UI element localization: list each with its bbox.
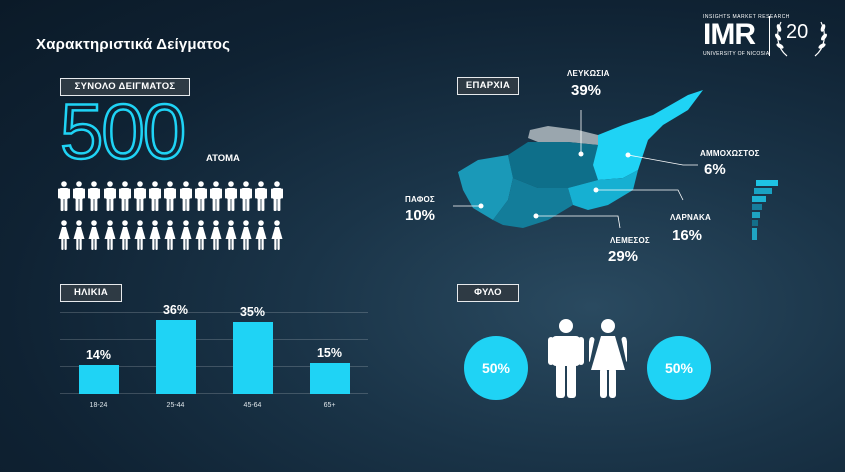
female-person-icon xyxy=(195,220,207,250)
female-person-icon xyxy=(134,220,146,250)
logo-anniversary: 20 xyxy=(786,21,809,43)
female-person-icon xyxy=(104,220,116,250)
district-value-limassol: 29% xyxy=(608,248,639,265)
district-name-famagusta: ΑΜΜΟΧΩΣΤΟΣ xyxy=(700,149,760,158)
male-person-icon xyxy=(103,181,116,211)
male-figure-icon xyxy=(548,319,584,398)
district-value-pafos: 10% xyxy=(405,207,436,224)
male-person-icon xyxy=(88,181,101,211)
male-person-icon xyxy=(225,181,238,211)
male-person-icon xyxy=(118,181,131,211)
male-percent-circle: 50% xyxy=(464,336,528,400)
male-person-icon xyxy=(255,181,268,211)
district-name-pafos: ΠΑΦΟΣ xyxy=(405,195,435,204)
age-bar-value-label: 35% xyxy=(239,305,266,320)
region-label: ΕΠΑΡΧΙΑ xyxy=(457,77,519,95)
gender-label: ΦΥΛΟ xyxy=(457,284,519,302)
age-bar-45-64 xyxy=(232,322,273,394)
age-category-label: 45-64 xyxy=(243,402,262,409)
male-person-icon xyxy=(194,181,207,211)
decorative-bars-icon xyxy=(752,180,778,240)
male-person-icon xyxy=(164,181,177,211)
age-label: ΗΛΙΚΙΑ xyxy=(60,284,122,302)
female-person-icon xyxy=(164,220,176,250)
female-person-icon xyxy=(88,220,100,250)
male-person-icon xyxy=(73,181,86,211)
male-icons-row xyxy=(58,181,283,211)
female-person-icon xyxy=(149,220,161,250)
age-category-label: 65+ xyxy=(323,402,336,409)
male-person-icon xyxy=(240,181,253,211)
age-category-label: 18-24 xyxy=(89,402,108,409)
sample-value: 500 xyxy=(59,87,188,175)
age-category-label: 25-44 xyxy=(166,402,185,409)
logo-subtext: UNIVERSITY OF NICOSIA xyxy=(703,51,770,57)
district-value-nicosia: 39% xyxy=(571,82,602,99)
gridline xyxy=(60,393,368,394)
female-person-icon xyxy=(58,220,70,250)
sample-unit: ΑΤΟΜΑ xyxy=(206,153,240,164)
age-bar-value-label: 14% xyxy=(85,348,112,363)
map-region-nicosia xyxy=(508,142,598,188)
map-region-famagusta xyxy=(593,90,703,180)
female-person-icon xyxy=(180,220,191,250)
laurel-icon xyxy=(775,21,827,57)
logo-tagline: INSIGHTS MARKET RESEARCH xyxy=(703,14,790,20)
male-person-icon xyxy=(133,181,146,211)
male-person-icon xyxy=(179,181,192,211)
male-person-icon xyxy=(149,181,162,211)
sample-label: ΣΥΝΟΛΟ ΔΕΙΓΜΑΤΟΣ xyxy=(60,78,190,96)
gridline xyxy=(60,366,368,367)
district-value-larnaca: 16% xyxy=(672,227,703,244)
male-person-icon xyxy=(58,181,70,211)
female-person-icon xyxy=(240,220,252,250)
male-person-icon xyxy=(209,181,222,211)
female-person-icon xyxy=(255,220,267,250)
male-person-icon xyxy=(270,181,283,211)
district-name-nicosia: ΛΕΥΚΩΣΙΑ xyxy=(567,69,610,78)
page-title: Χαρακτηριστικά Δείγματος xyxy=(36,36,231,53)
female-figure-icon xyxy=(589,319,627,398)
age-bar-65+ xyxy=(309,363,350,394)
age-bar-value-label: 15% xyxy=(316,346,343,361)
gridline xyxy=(60,312,368,313)
female-person-icon xyxy=(119,220,131,250)
gridline xyxy=(60,339,368,340)
map-region-pafos xyxy=(458,155,513,220)
female-person-icon xyxy=(73,220,85,250)
map-region-north xyxy=(528,126,598,145)
age-bar-25-44 xyxy=(155,320,196,394)
age-bar-chart xyxy=(60,312,368,394)
female-icons-row xyxy=(58,220,283,250)
age-bar-value-label: 36% xyxy=(162,303,189,318)
cyprus-map xyxy=(453,90,703,229)
female-percent-circle: 50% xyxy=(647,336,711,400)
map-region-limassol xyxy=(493,178,573,228)
female-person-icon xyxy=(225,220,237,250)
logo-divider xyxy=(769,16,770,56)
age-bar-18-24 xyxy=(78,365,119,394)
logo-brand: IMR xyxy=(703,18,756,51)
female-person-icon xyxy=(271,220,283,250)
district-name-larnaca: ΛΑΡΝΑΚΑ xyxy=(670,213,711,222)
district-value-famagusta: 6% xyxy=(704,161,726,178)
district-name-limassol: ΛΕΜΕΣΟΣ xyxy=(610,236,650,245)
female-person-icon xyxy=(210,220,222,250)
